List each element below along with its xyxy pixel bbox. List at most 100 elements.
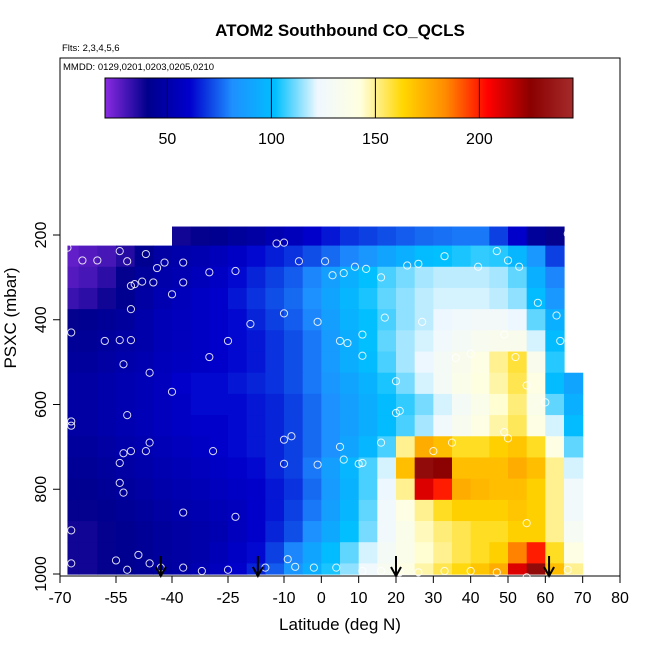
- sample-point: [223, 565, 233, 574]
- heatmap-cell: [284, 436, 304, 459]
- heatmap-cell: [396, 415, 416, 437]
- heatmap-cell: [414, 245, 434, 268]
- heatmap-cell: [209, 521, 229, 543]
- heatmap-cell: [116, 393, 136, 416]
- heatmap-cell: [228, 563, 248, 575]
- heatmap-cell: [414, 393, 434, 416]
- heatmap-cell: [452, 351, 472, 374]
- sample-point: [279, 238, 289, 247]
- heatmap-cell: [228, 542, 248, 565]
- heatmap-cell: [564, 499, 584, 522]
- heatmap-cell: [470, 309, 490, 331]
- heatmap-cell: [433, 309, 453, 331]
- heatmap-cell: [78, 415, 98, 437]
- heatmap-cell: [452, 521, 472, 543]
- heatmap-cell: [265, 309, 285, 331]
- heatmap-cell: [414, 415, 434, 437]
- heatmap-cell: [526, 457, 546, 480]
- colorbar-tick-label: 100: [258, 131, 285, 148]
- heatmap-cell: [377, 266, 397, 289]
- heatmap-cell: [78, 499, 98, 522]
- heatmap-cell: [433, 266, 453, 289]
- sample-point: [134, 550, 143, 560]
- heatmap-cell: [470, 393, 490, 416]
- heatmap-cell: [284, 309, 304, 331]
- heatmap-cell: [508, 415, 528, 437]
- heatmap-cell: [414, 478, 434, 501]
- sample-point: [78, 256, 87, 265]
- heatmap-cell: [377, 563, 397, 575]
- y-tick-label: 600: [33, 391, 50, 418]
- heatmap-cell: [134, 415, 154, 437]
- heatmap-cell: [433, 563, 453, 575]
- heatmap-cell: [78, 330, 98, 353]
- heatmap-cell: [97, 351, 117, 374]
- heatmap-cell: [452, 330, 472, 353]
- heatmap-cell: [228, 226, 248, 247]
- heatmap-cell: [153, 478, 173, 501]
- heatmap-cell: [508, 287, 528, 310]
- heatmap-cell: [470, 287, 490, 310]
- heatmap-cell: [284, 351, 304, 374]
- heatmap-cell: [433, 287, 453, 310]
- heatmap-cell: [116, 372, 136, 395]
- heatmap-cell: [190, 330, 210, 353]
- heatmap-cell: [377, 330, 397, 353]
- heatmap-cell: [508, 393, 528, 416]
- heatmap-cell: [134, 245, 154, 268]
- heatmap-cell: [116, 563, 136, 575]
- sample-point: [126, 447, 136, 456]
- heatmap-cell: [284, 245, 304, 268]
- heatmap-cell: [190, 521, 210, 543]
- sample-point: [197, 566, 206, 576]
- heatmap-cell: [246, 415, 266, 437]
- heatmap-cell: [134, 457, 154, 480]
- heatmap-cell: [340, 499, 360, 522]
- heatmap-cell: [78, 521, 98, 543]
- y-tick-label: 800: [33, 476, 50, 503]
- sample-point: [313, 460, 322, 469]
- heatmap-cell: [97, 245, 117, 268]
- sample-point: [145, 559, 154, 568]
- heatmap-cell: [564, 542, 584, 565]
- heatmap-cell: [545, 372, 565, 395]
- heatmap-cell: [134, 351, 154, 374]
- sample-point: [380, 313, 389, 322]
- heatmap-cell: [172, 372, 192, 395]
- heatmap-cell: [302, 542, 322, 565]
- sample-point: [466, 566, 475, 576]
- sample-point: [119, 360, 128, 369]
- heatmap-cell: [284, 521, 304, 543]
- heatmap-cell: [153, 436, 173, 459]
- sample-point: [167, 387, 177, 396]
- heatmap-cell: [377, 521, 397, 543]
- heatmap-cell: [153, 372, 173, 395]
- heatmap-cell: [97, 330, 117, 353]
- heatmap-cell: [396, 563, 416, 575]
- heatmap-cell: [67, 415, 80, 437]
- sample-point: [414, 568, 423, 577]
- heatmap-cell: [321, 266, 341, 289]
- heatmap-cell: [67, 436, 80, 459]
- heatmap-cell: [67, 563, 80, 575]
- sample-point: [515, 262, 524, 271]
- heatmap-cell: [134, 563, 154, 575]
- heatmap-cell: [433, 499, 453, 522]
- sample-point: [522, 381, 531, 390]
- heatmap-cell: [321, 393, 341, 416]
- heatmap-cell: [67, 521, 80, 543]
- heatmap-cell: [172, 436, 192, 459]
- sample-points: [63, 229, 595, 582]
- heatmap-cell: [246, 478, 266, 501]
- heatmap-cell: [545, 542, 565, 565]
- heatmap-cell: [172, 245, 192, 268]
- heatmap-cell: [564, 478, 584, 501]
- heatmap-cell: [526, 478, 546, 501]
- heatmap-cell: [489, 372, 509, 395]
- y-tick-label: 200: [33, 222, 50, 249]
- heatmap-cell: [302, 351, 322, 374]
- heatmap-cell: [67, 351, 80, 374]
- heatmap-cell: [265, 436, 285, 459]
- heatmap-cell: [116, 457, 136, 480]
- sample-point: [563, 565, 572, 574]
